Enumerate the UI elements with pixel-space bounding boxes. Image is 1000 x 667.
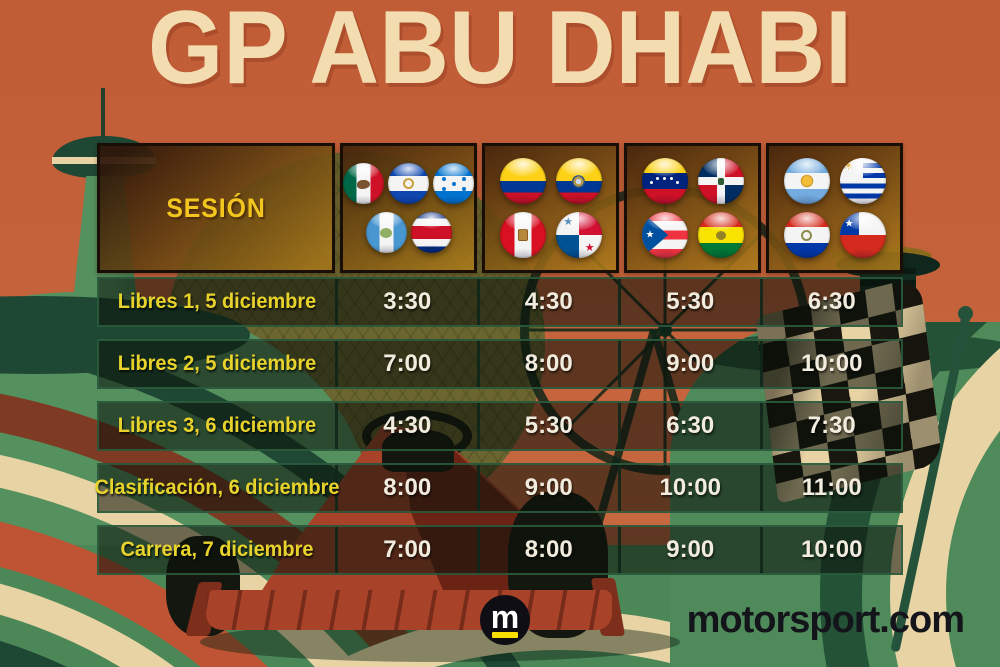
session-label: Libres 1, 5 diciembre: [117, 290, 317, 313]
time-cell: 9:00: [618, 341, 760, 387]
schedule-table: SESIÓN: [94, 143, 903, 587]
f1-car-front-wing: [206, 590, 612, 630]
time-cell: 5:30: [618, 279, 760, 325]
timezone-group-2-header: [482, 143, 619, 273]
logo-letter: m: [490, 598, 520, 635]
flag-guatemala-icon: [365, 212, 407, 253]
table-header-row: SESIÓN: [97, 143, 903, 273]
flag-ecuador-icon: [555, 158, 602, 204]
time-cell: 7:30: [759, 403, 902, 449]
flag-paraguay-icon: [783, 212, 830, 258]
logo-yellow-bar: [492, 631, 518, 638]
flag-chile-icon: [839, 212, 886, 258]
session-label: Clasificación, 6 diciembre: [94, 476, 340, 499]
time-cell: 4:30: [335, 403, 477, 449]
page-title: GP ABU DHABI: [148, 0, 852, 106]
timezone-group-1-header: [340, 143, 477, 273]
flag-peru-icon: [499, 212, 546, 258]
table-row: Carrera, 7 diciembre 7:00 8:00 9:00 10:0…: [97, 525, 903, 575]
table-body: Libres 1, 5 diciembre 3:30 4:30 5:30 6:3…: [94, 277, 903, 575]
time-cell: 8:00: [476, 341, 619, 387]
timezone-group-4-header: [766, 143, 903, 273]
time-cell: 5:30: [476, 403, 619, 449]
motorsport-logo-icon: m: [480, 595, 530, 645]
flag-venezuela-icon: [641, 158, 688, 204]
table-row: Libres 2, 5 diciembre 7:00 8:00 9:00 10:…: [97, 339, 903, 389]
flag-puerto-rico-icon: [641, 212, 688, 258]
table-row: Clasificación, 6 diciembre 8:00 9:00 10:…: [94, 463, 903, 513]
time-cell: 8:00: [476, 527, 619, 573]
time-cell: 10:00: [759, 527, 902, 573]
flag-bolivia-icon: [697, 212, 744, 258]
session-label: Carrera, 7 diciembre: [120, 538, 314, 561]
time-cell: 10:00: [759, 341, 902, 387]
time-cell: 7:00: [335, 341, 477, 387]
session-header-label: SESIÓN: [166, 192, 266, 223]
session-label: Libres 2, 5 diciembre: [117, 352, 317, 375]
flag-dominican-republic-icon: [697, 158, 744, 204]
flag-uruguay-icon: [839, 158, 886, 204]
session-label: Libres 3, 6 diciembre: [117, 414, 317, 437]
tower-antenna: [101, 88, 105, 140]
flag-costa-rica-icon: [410, 212, 452, 253]
table-row: Libres 3, 6 diciembre 4:30 5:30 6:30 7:3…: [97, 401, 903, 451]
flag-mexico-icon: [343, 163, 384, 204]
timezone-group-3-header: [624, 143, 761, 273]
flag-panama-icon: [555, 212, 602, 258]
flag-honduras-icon: [433, 163, 474, 204]
flag-colombia-icon: [499, 158, 546, 204]
brand-wordmark: motorsport.com: [686, 599, 965, 641]
time-cell: 11:00: [759, 465, 902, 511]
time-cell: 6:30: [618, 403, 760, 449]
time-cell: 9:00: [618, 527, 760, 573]
time-cell: 7:00: [335, 527, 477, 573]
time-cell: 10:00: [618, 465, 760, 511]
time-cell: 6:30: [759, 279, 902, 325]
time-cell: 4:30: [476, 279, 619, 325]
flag-el-salvador-icon: [388, 163, 429, 204]
table-row: Libres 1, 5 diciembre 3:30 4:30 5:30 6:3…: [97, 277, 903, 327]
time-cell: 8:00: [335, 465, 477, 511]
flag-argentina-icon: [783, 158, 830, 204]
time-cell: 9:00: [476, 465, 619, 511]
session-column-header: SESIÓN: [97, 143, 335, 273]
time-cell: 3:30: [335, 279, 477, 325]
